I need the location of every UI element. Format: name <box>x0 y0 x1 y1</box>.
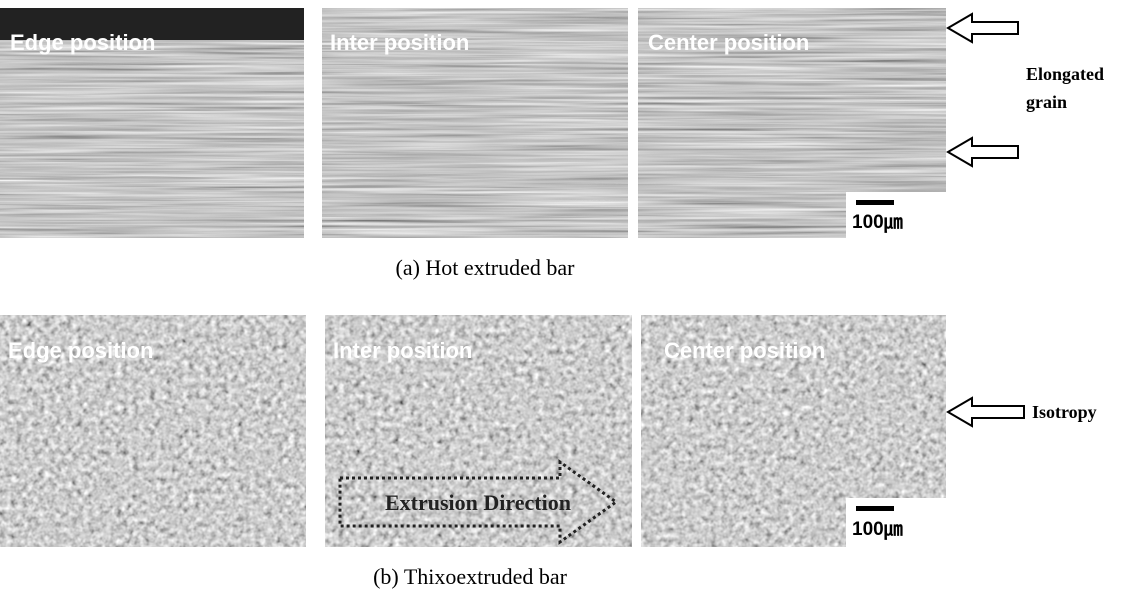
annotation: Isotropy <box>1032 402 1097 422</box>
annotation: Elongated <box>1026 64 1104 84</box>
panel-label: Center position <box>664 338 825 363</box>
overlay-label: Extrusion Direction <box>385 490 571 515</box>
panel-label: Edge position <box>8 338 153 363</box>
figure: Edge position Inter position Center posi… <box>0 0 1142 600</box>
arrow <box>948 138 1018 166</box>
annotation: grain <box>1026 92 1067 112</box>
scale-bar-label: 100㎛ <box>852 212 903 233</box>
scale-bar <box>856 200 894 205</box>
page: {"figure": {"rows": [ {"panels": [{"labe… <box>0 0 1142 600</box>
caption: (a) Hot extruded bar <box>396 255 576 280</box>
scale-bar-label: 100㎛ <box>852 519 903 540</box>
panel-label: Center position <box>648 30 809 55</box>
arrow <box>948 398 1024 426</box>
panel-label: Inter position <box>333 338 472 363</box>
caption: (b) Thixoextruded bar <box>373 564 568 589</box>
panel-label: Edge position <box>10 30 155 55</box>
arrow <box>948 14 1018 42</box>
scale-bar <box>856 506 894 511</box>
panel-label: Inter position <box>330 30 469 55</box>
